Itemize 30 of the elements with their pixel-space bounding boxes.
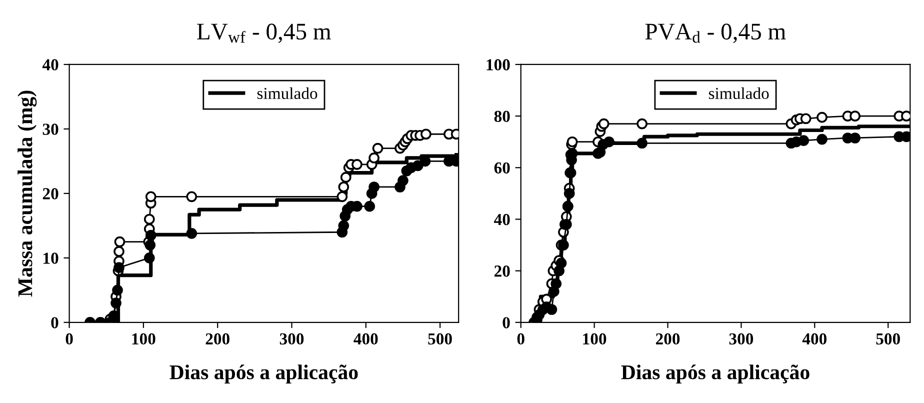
x-tick-label: 300 <box>280 333 304 345</box>
y-tick-label: 100 <box>486 59 510 70</box>
x-tick-label: 0 <box>517 333 524 345</box>
y-tick-label: 0 <box>502 317 510 328</box>
y-tick-label: 20 <box>42 188 58 200</box>
x-tick-label: 100 <box>132 333 156 345</box>
x-tick-label: 200 <box>206 333 230 345</box>
y-tick-label: 0 <box>51 317 58 328</box>
y-tick-label: 30 <box>42 124 58 135</box>
y-tick-label: 40 <box>42 59 58 70</box>
y-tick-label: 20 <box>494 266 510 277</box>
x-tick-label: 300 <box>729 333 754 345</box>
legend-label: simulado <box>257 87 318 100</box>
x-tick-label: 500 <box>428 333 452 345</box>
x-tick-label: 400 <box>354 333 378 345</box>
x-tick-label: 100 <box>583 333 606 345</box>
x-tick-label: 400 <box>802 333 827 345</box>
y-tick-label: 60 <box>494 162 510 174</box>
chart-title: PVA$_{d}$ - 0,45 m <box>645 24 786 43</box>
x-tick-label: 500 <box>876 333 900 345</box>
x-tick-label: 200 <box>656 333 680 345</box>
x-axis-title: Dias após a aplicação <box>621 364 810 384</box>
y-tick-label: 10 <box>44 252 58 264</box>
chart-title: LV$_{wf}$ - 0,45 m <box>197 24 331 43</box>
y-tick-label: 40 <box>494 214 510 226</box>
y-axis-title: Massa acumulada (mg) <box>18 90 37 297</box>
x-axis-title: Dias após a aplicação <box>170 364 358 384</box>
legend-label: simulado <box>708 87 769 100</box>
x-tick-label: 0 <box>66 333 73 345</box>
y-tick-label: 80 <box>494 110 510 122</box>
